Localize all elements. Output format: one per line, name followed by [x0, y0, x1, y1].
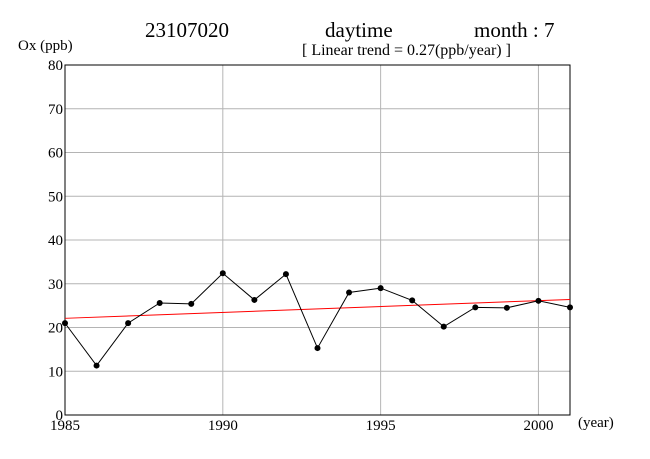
data-point	[472, 304, 479, 311]
x-tick-label: 1995	[366, 418, 396, 434]
y-tick-label: 40	[48, 233, 63, 249]
data-point	[440, 323, 447, 330]
data-point	[156, 300, 163, 306]
series-group	[62, 270, 573, 369]
trend-line	[64, 299, 571, 319]
data-point	[251, 296, 258, 303]
y-tick-label: 30	[48, 277, 63, 293]
y-tick-label: 60	[48, 146, 63, 162]
x-tick-label: 1985	[50, 418, 80, 434]
y-axis-label: Ox (ppb)	[18, 38, 73, 54]
x-axis-ticks: 1985 1990 1995 2000	[50, 418, 553, 434]
data-point	[125, 320, 132, 327]
y-tick-label: 50	[48, 189, 63, 205]
data-point	[282, 271, 289, 278]
data-point	[346, 289, 353, 296]
data-point	[314, 345, 321, 352]
x-tick-label: 1990	[208, 418, 238, 434]
y-tick-label: 20	[48, 321, 63, 337]
y-tick-label: 10	[48, 364, 63, 380]
data-point	[219, 270, 226, 277]
y-axis-ticks: 0 10 20 30 40 50 60 70 80	[48, 58, 63, 424]
data-point	[409, 297, 416, 304]
y-tick-label: 0	[56, 408, 64, 424]
station-id: 23107020	[145, 18, 229, 42]
data-point	[62, 320, 68, 327]
x-tick-label: 2000	[523, 418, 553, 434]
data-point	[93, 362, 100, 369]
y-tick-label: 80	[48, 58, 63, 74]
x-axis-label: (year)	[578, 415, 614, 431]
data-point	[188, 300, 195, 307]
data-point	[503, 304, 510, 311]
linear-trend-label: [ Linear trend = 0.27(ppb/year) ]	[302, 42, 511, 59]
data-point	[377, 285, 384, 292]
data-point	[535, 297, 542, 304]
grid-lines	[65, 65, 570, 415]
series-line	[64, 272, 571, 367]
plot-frame	[64, 64, 571, 416]
data-point	[567, 304, 573, 311]
y-tick-label: 70	[48, 102, 63, 118]
trend-line-group	[64, 299, 571, 319]
period-label: daytime	[325, 18, 393, 42]
month-label: month : 7	[474, 18, 555, 42]
